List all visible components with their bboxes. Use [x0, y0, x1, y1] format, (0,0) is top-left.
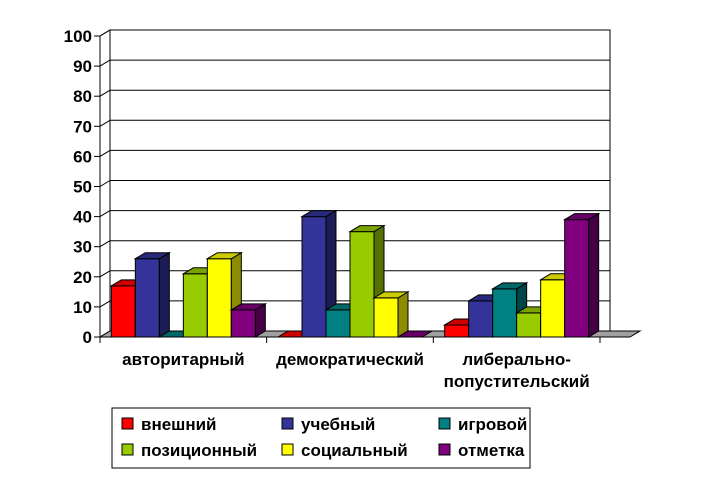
y-tick-label: 0 — [83, 328, 92, 347]
bar-top — [229, 303, 268, 311]
y-tick-label: 20 — [73, 268, 92, 287]
bar-top — [490, 282, 529, 290]
bar-front — [373, 297, 399, 338]
x-category-label: либерально- — [462, 350, 571, 369]
y-tick-label: 30 — [73, 238, 92, 257]
bar-front — [301, 216, 327, 338]
bar-2-социальный — [372, 290, 410, 338]
bar-side — [397, 290, 409, 338]
bar-front — [540, 279, 566, 338]
x-category-label: авторитарный — [122, 350, 244, 369]
legend-swatch — [438, 443, 451, 456]
bar-top — [300, 210, 338, 218]
gridline-depth — [99, 89, 111, 97]
legend-label: внешний — [141, 415, 217, 434]
legend-swatch — [438, 417, 451, 430]
bar-front — [444, 324, 470, 338]
legend-label: учебный — [301, 415, 375, 434]
bar-top — [205, 252, 244, 260]
x-category-label: попустительский — [444, 372, 590, 391]
bar-3-отметка — [562, 212, 601, 338]
y-tick-label: 50 — [73, 178, 92, 197]
gridline-depth — [99, 210, 111, 218]
bar-top — [562, 213, 601, 221]
y-tick-label: 10 — [73, 298, 92, 317]
y-tick-label: 70 — [73, 117, 92, 136]
bar-front — [325, 309, 351, 338]
legend-swatch — [281, 443, 294, 456]
gridline-depth — [99, 119, 111, 127]
legend-swatch — [121, 443, 134, 456]
y-tick-label: 90 — [73, 57, 92, 76]
bar-2-позиционный — [348, 224, 386, 338]
legend-box — [111, 407, 531, 469]
legend-swatch — [121, 417, 134, 430]
legend-label: отметка — [458, 441, 525, 460]
x-axis-labels: авторитарный демократический либерально-по… — [122, 350, 590, 391]
gridline-depth — [99, 180, 111, 187]
y-tick-label: 100 — [64, 27, 92, 46]
y-axis-ticks: 0 10 20 30 40 50 60 70 80 90 100 — [64, 27, 100, 347]
x-category-label: демократический — [276, 350, 424, 369]
bar-top — [133, 252, 172, 260]
gridline-depth — [99, 149, 111, 157]
y-tick-label: 40 — [73, 208, 92, 227]
bar-front — [564, 219, 590, 338]
legend: внешний учебный игровой позиционный социальн… — [111, 407, 531, 469]
gridline-depth — [99, 59, 111, 67]
bar-1-отметка — [229, 303, 268, 338]
bar-front — [206, 258, 232, 338]
bar-side — [588, 212, 600, 338]
bar-1-учебный — [133, 251, 172, 338]
gridline-depth — [99, 270, 111, 278]
legend-swatch — [281, 417, 294, 430]
bar-top — [372, 291, 410, 299]
legend-label: социальный — [301, 441, 408, 460]
bar-front — [134, 258, 160, 338]
bars — [109, 209, 601, 338]
bar-front — [230, 309, 256, 338]
y-tick-label: 60 — [73, 147, 92, 166]
gridline-depth — [99, 29, 111, 37]
gridline-depth — [99, 240, 111, 248]
gridline-depth — [99, 300, 111, 308]
legend-label: позиционный — [141, 441, 257, 460]
bar-front — [182, 273, 208, 338]
bar-front — [492, 288, 518, 338]
bar-front — [110, 285, 136, 338]
bar-front — [516, 312, 542, 338]
bar-top — [348, 225, 386, 233]
legend-label: игровой — [458, 415, 527, 434]
bar-front — [349, 231, 375, 338]
bar-side — [158, 251, 170, 338]
y-tick-label: 80 — [73, 87, 92, 106]
bar-front — [468, 300, 494, 338]
